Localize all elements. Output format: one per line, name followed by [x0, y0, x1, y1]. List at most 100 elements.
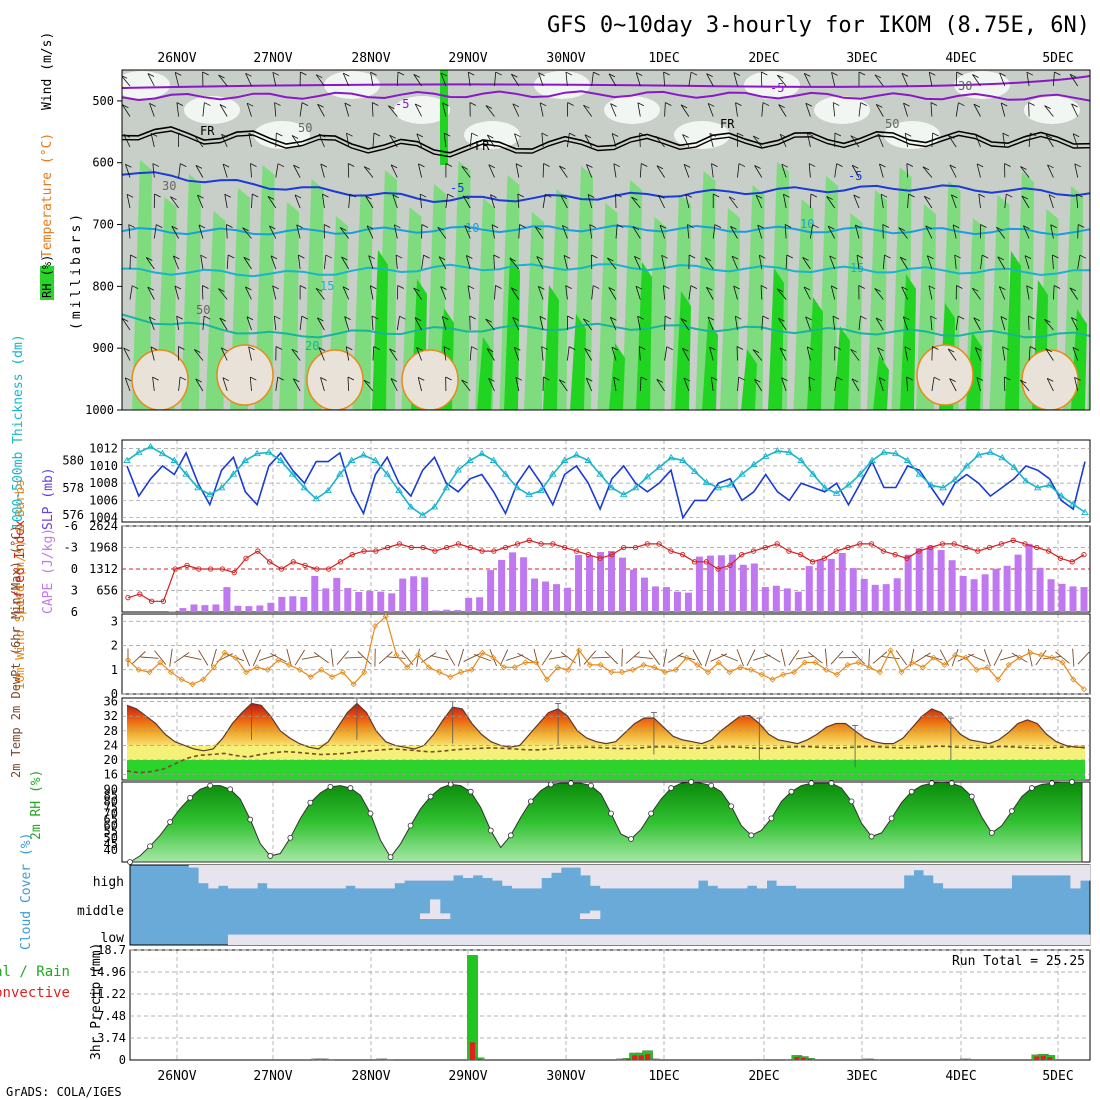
wind-barb-flag — [827, 225, 835, 230]
cape-bar — [1025, 543, 1033, 612]
thickness-marker — [915, 470, 924, 477]
wind-barb-shaft — [542, 194, 546, 209]
wind-barb-flag — [879, 377, 886, 381]
wind-barb-flag — [1072, 346, 1080, 351]
wind-barb-flag — [539, 316, 547, 320]
thickness-marker — [288, 470, 297, 477]
cloud-high-bar — [894, 865, 905, 889]
cape-bar — [454, 610, 462, 612]
lifted-index-marker — [325, 566, 332, 572]
wind-barb-flag — [370, 285, 377, 290]
thickness-marker — [809, 470, 817, 477]
warm-pocket — [216, 344, 274, 406]
wind-barb-shaft — [245, 286, 252, 300]
cape-bar — [267, 602, 275, 612]
wind-barb-flag — [1029, 346, 1037, 350]
wind-speed-marker — [178, 676, 185, 683]
wind-barb-shaft — [320, 377, 325, 392]
wind-barb-shaft — [879, 163, 884, 178]
wind-barb-shaft — [371, 316, 374, 331]
lifted-index-marker — [538, 541, 544, 547]
wind-barb-flag — [171, 225, 178, 230]
cape-bar — [728, 554, 736, 612]
wind-barb-flag — [243, 256, 251, 261]
wind-barb-flag — [1078, 224, 1085, 228]
wind-barb-shaft — [221, 134, 228, 148]
wind-barb-shaft — [486, 348, 495, 361]
thickness-marker — [466, 456, 474, 463]
cape-bar — [223, 587, 231, 612]
wind-barb-flag — [882, 224, 889, 228]
wind-barb-flag — [779, 347, 787, 352]
wind-barb-flag — [631, 196, 638, 201]
wind-barb-flag — [583, 318, 590, 323]
wind-barb-flag — [1069, 287, 1077, 292]
thickness-marker — [844, 481, 853, 488]
wind-barb-flag — [174, 285, 182, 290]
cape-bar — [586, 555, 594, 612]
wind-speed-marker — [490, 654, 497, 661]
cloud-low-bar — [335, 934, 346, 945]
wind-barb-flag — [535, 226, 542, 231]
wind-barb-flag — [346, 346, 353, 351]
wind-barb-flag — [222, 377, 230, 382]
wind-speed-marker — [329, 673, 336, 681]
wind-barb-shaft — [807, 133, 811, 148]
wind-barb-shaft — [200, 255, 204, 270]
wind-speed-marker — [468, 666, 475, 673]
lifted-index-marker — [219, 566, 226, 572]
wind-speed-marker — [447, 673, 454, 681]
rh-tick-label: 55 — [104, 825, 118, 839]
wind-barb-flag — [1028, 315, 1035, 320]
cloud-low-bar — [355, 934, 366, 945]
cape-bar — [651, 586, 659, 612]
wind-barb-shaft — [272, 72, 277, 87]
wind-barb-flag — [495, 285, 502, 289]
wind-barb-shaft — [1028, 133, 1031, 148]
wind-barb-shaft — [493, 254, 495, 270]
wind-barb-shaft — [662, 285, 665, 300]
wind-speed-marker — [1070, 676, 1077, 683]
thickness-marker — [1045, 481, 1054, 488]
lifted-index-label: Lifted Index — [13, 520, 28, 614]
thickness-marker — [631, 483, 640, 491]
wind-barb-flag — [1020, 379, 1027, 384]
rh-marker — [988, 830, 995, 836]
surface-wind-barb — [517, 652, 534, 663]
wind-barb-flag — [540, 102, 547, 107]
cloud-low-bar — [668, 934, 679, 945]
wind-barb-shaft — [854, 224, 860, 239]
wind-barb-flag — [250, 376, 257, 381]
cloud-low-bar — [600, 934, 611, 945]
wind-barb-shaft — [1019, 379, 1030, 392]
rh-marker — [908, 788, 915, 795]
wind-barb-shaft — [947, 348, 957, 361]
thickness-marker — [962, 462, 971, 469]
wind-barb-flag — [173, 255, 180, 260]
contour-label: FR — [720, 117, 735, 131]
wind-tick-label: 2 — [111, 639, 118, 653]
wind-barb-flag — [442, 316, 449, 320]
thickness-marker — [738, 470, 746, 477]
wind-barb-flag — [586, 164, 593, 168]
wind-speed-marker — [533, 659, 540, 666]
thickness-marker — [478, 449, 486, 457]
cloud-high-bar — [1080, 865, 1091, 881]
wind-barb-shaft — [711, 163, 714, 178]
wind-barb-shaft — [656, 165, 665, 178]
lifted-index-marker — [243, 555, 249, 561]
wind-barb-shaft — [785, 254, 788, 270]
wind-barb-flag — [901, 286, 908, 291]
wind-speed-marker — [662, 669, 669, 676]
wind-barb-shaft — [248, 133, 252, 148]
li-tick-label: -3 — [64, 541, 78, 555]
contour-label: -5 — [770, 81, 784, 95]
wind-barb-flag — [469, 315, 476, 320]
cape-bar — [333, 577, 341, 612]
wind-speed-marker — [307, 673, 314, 681]
wind-barb-flag — [543, 376, 550, 381]
cloud-high-bar — [580, 865, 591, 876]
wind-barb-shaft — [195, 378, 204, 392]
temp-fill — [126, 697, 1086, 780]
